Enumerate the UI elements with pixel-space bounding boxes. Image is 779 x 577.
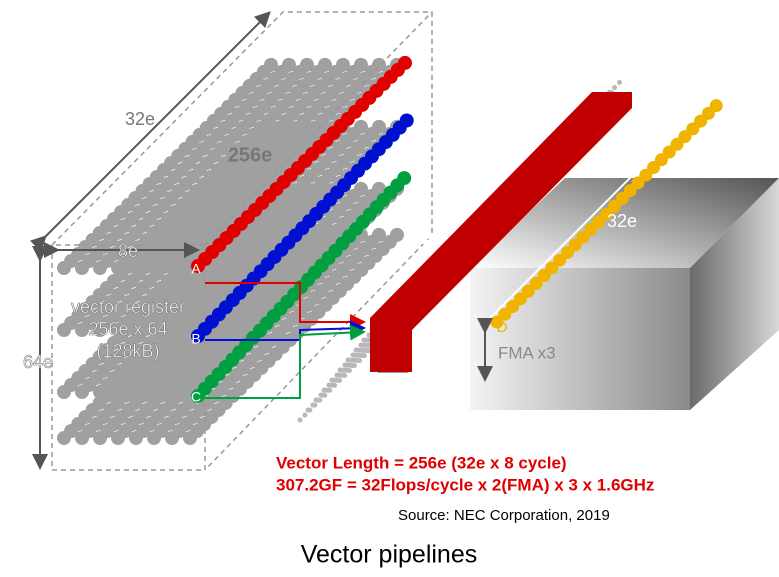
register-bytes: (128kB)	[96, 341, 159, 361]
fma-label: FMA x3	[498, 343, 556, 362]
label-a: A	[191, 261, 201, 277]
label-c: C	[191, 389, 201, 405]
source: Source: NEC Corporation, 2019	[398, 507, 610, 524]
height-label: 64e	[23, 352, 53, 372]
flops: 307.2GF = 32Flops/cycle x 2(FMA) x 3 x 1…	[276, 475, 654, 494]
label-d: D	[497, 319, 508, 336]
register-size: 256e x 64	[88, 319, 167, 339]
length-label: 256e	[228, 144, 273, 166]
depth-label: 32e	[125, 109, 155, 129]
vector-length: Vector Length = 256e (32e x 8 cycle)	[276, 453, 567, 472]
register-label: vector register	[71, 297, 185, 317]
diagram: D = A x B + C 32e D A B C 32e 256e 8e ve…	[0, 0, 779, 577]
width-label: 8e	[118, 241, 138, 261]
pipe-length: 32e	[607, 211, 637, 231]
caption: Vector pipelines	[301, 541, 478, 569]
label-b: B	[191, 331, 200, 347]
